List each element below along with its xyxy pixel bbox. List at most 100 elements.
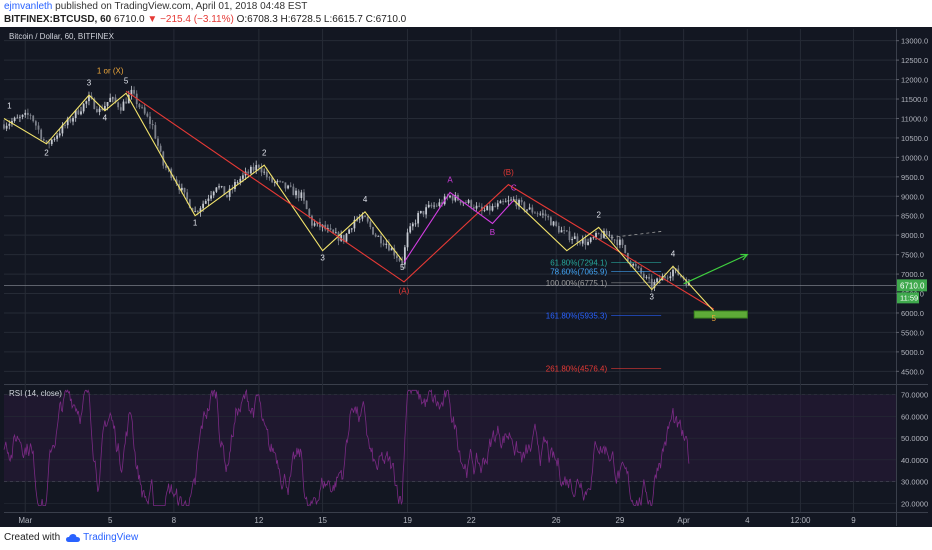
candle-body: [276, 180, 279, 182]
rsi-tick-label: 60.0000: [901, 412, 928, 421]
candle-body: [48, 142, 51, 145]
candle-body: [504, 201, 507, 203]
candle-body: [595, 232, 597, 238]
candle-body: [380, 235, 382, 244]
x-tick-label: 12:00: [790, 516, 811, 525]
candle-body: [223, 186, 226, 195]
candle-body: [502, 201, 504, 203]
candle-body: [512, 199, 515, 200]
author-link[interactable]: ejmvanleth: [4, 1, 53, 12]
candle-body: [249, 166, 252, 174]
wave-label: 4: [363, 195, 368, 204]
candle-body: [287, 185, 289, 189]
candle-body: [242, 175, 244, 179]
candle-body: [111, 97, 114, 99]
candle-body: [175, 179, 178, 184]
wave-label: A: [447, 176, 453, 185]
candle-body: [106, 102, 109, 106]
symbol-label: BITFINEX:BTCUSD, 60: [4, 14, 112, 25]
high-value: H:6728.5: [280, 14, 322, 25]
cloud-icon: [66, 533, 81, 542]
candle-body: [183, 187, 186, 193]
candle-body: [165, 165, 167, 168]
last-price: 6710.0: [114, 14, 145, 25]
candle-body: [478, 205, 481, 207]
candle-body: [372, 227, 374, 235]
fib-level-label: 61.80%(7294.1): [550, 259, 607, 268]
candle-body: [234, 182, 236, 190]
candle-body: [353, 219, 356, 229]
candle-body: [369, 221, 372, 228]
candle-body: [568, 231, 571, 241]
chart-title: Bitcoin / Dollar, 60, BITFINEX: [9, 32, 115, 41]
x-tick-label: 8: [172, 516, 177, 525]
candle-body: [289, 185, 292, 187]
candle-body: [303, 192, 305, 201]
wave-line-red: [125, 90, 714, 310]
candle-body: [72, 117, 74, 122]
target-box: [693, 310, 748, 319]
candle-body: [549, 217, 552, 226]
candle-body: [403, 247, 406, 265]
candle-body: [597, 232, 600, 234]
y-tick-label: 5500.0: [901, 328, 924, 337]
y-tick-label: 10500.0: [901, 134, 928, 143]
candle-body: [449, 195, 451, 198]
tradingview-logo[interactable]: TradingView: [66, 532, 138, 543]
candle-body: [560, 230, 563, 233]
candle-body: [271, 177, 274, 183]
candle-body: [364, 215, 366, 218]
candle-body: [149, 116, 151, 124]
candle-body: [220, 186, 223, 188]
candle-body: [666, 277, 669, 279]
y-tick-label: 11500.0: [901, 95, 928, 104]
published-text: published on TradingView.com, April 01, …: [55, 1, 308, 12]
candle-body: [600, 233, 603, 238]
candle-body: [329, 228, 332, 230]
candle-body: [96, 109, 98, 113]
last-price-tag: [897, 279, 927, 292]
candle-body: [658, 278, 661, 281]
candle-body: [619, 239, 621, 246]
candle-body: [130, 89, 133, 95]
candle-body: [592, 237, 595, 239]
candle-body: [212, 191, 215, 196]
candle-body: [40, 129, 43, 140]
fib-level-label: 100.00%(6775.1): [546, 279, 608, 288]
footer: Created with TradingView: [4, 532, 138, 543]
candle-body: [579, 242, 581, 244]
candle-body: [366, 217, 369, 222]
y-tick-label: 4500.0: [901, 367, 924, 376]
candle-body: [326, 228, 329, 230]
candle-body: [157, 138, 159, 146]
candle-body: [396, 255, 398, 259]
candle-body: [119, 107, 122, 111]
candle-body: [417, 213, 420, 224]
wave-label: 2: [262, 148, 267, 157]
candle-body: [16, 117, 19, 119]
candle-body: [629, 261, 632, 266]
candle-body: [101, 108, 104, 111]
tradingview-brand: TradingView: [83, 532, 139, 543]
candle-body: [526, 209, 528, 211]
candle-body: [334, 232, 337, 234]
wave-label: 5: [711, 314, 716, 323]
wave-label: 4: [671, 250, 676, 259]
candle-body: [430, 204, 433, 207]
candle-body: [531, 207, 534, 213]
candle-body: [42, 139, 45, 141]
candle-body: [563, 230, 566, 232]
candle-body: [438, 202, 441, 207]
candle-body: [433, 205, 435, 207]
candle-body: [215, 187, 218, 192]
candle-body: [393, 248, 396, 256]
candle-body: [425, 207, 428, 215]
wave-label: 5: [124, 76, 129, 85]
wave-label: (B): [503, 168, 514, 177]
candle-body: [587, 241, 589, 245]
wave-label: 3: [650, 292, 655, 301]
candle-body: [53, 138, 56, 140]
candle-body: [616, 239, 619, 246]
candle-body: [637, 266, 640, 269]
